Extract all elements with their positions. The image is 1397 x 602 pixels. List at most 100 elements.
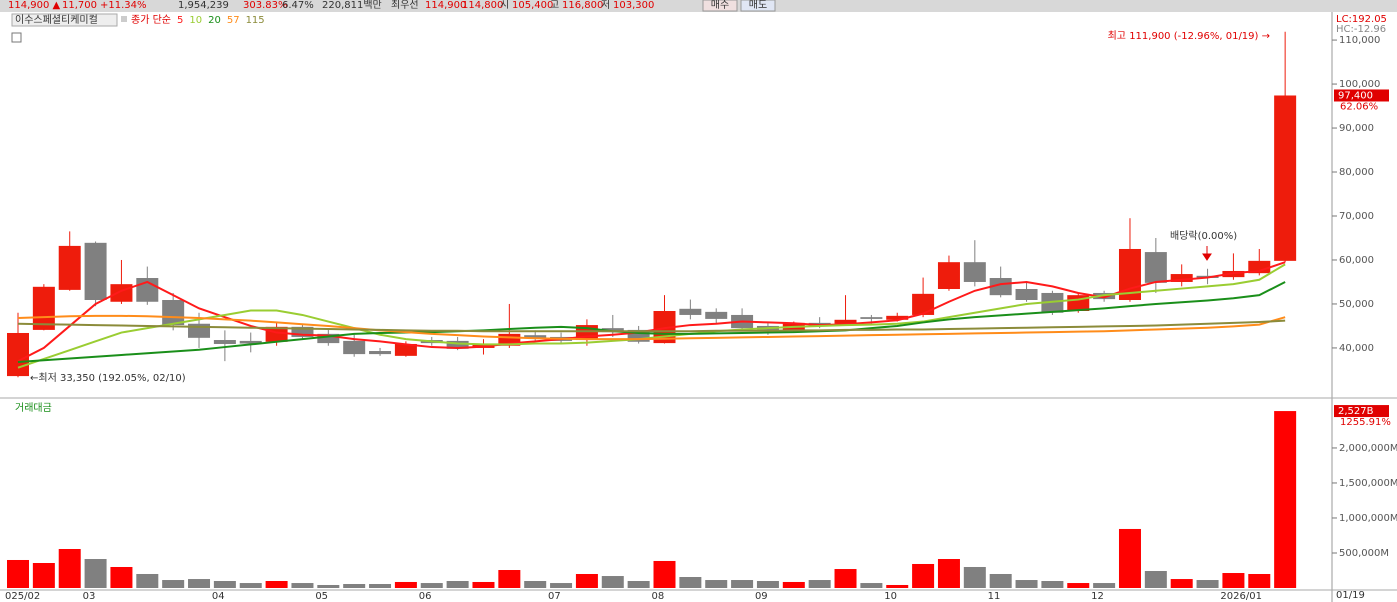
volume-bar — [524, 580, 547, 588]
x-tick-label: 07 — [548, 591, 561, 602]
ma-line — [17, 319, 1286, 333]
volume-bar — [989, 573, 1012, 588]
price: 114,900 ▲ — [8, 0, 61, 11]
volume-bar — [1067, 583, 1090, 588]
candle-body — [213, 340, 236, 344]
candle-body — [446, 340, 469, 349]
volume-bar — [162, 580, 185, 588]
candle-body — [32, 286, 55, 330]
legend-label: 종가 단순 — [131, 14, 171, 26]
dividend-annotation: 배당락(0.00%) — [1170, 230, 1237, 242]
volume-bar — [213, 580, 236, 588]
volume-bar — [886, 584, 909, 588]
change: 11,700 — [62, 0, 97, 11]
volume-bar — [731, 580, 754, 588]
candle-body — [162, 300, 185, 326]
volume-bar — [136, 573, 159, 588]
volume-bar — [291, 583, 314, 588]
volume-bar — [705, 580, 728, 588]
volume-bar — [860, 583, 883, 588]
volume-bar — [394, 581, 417, 588]
x-tick-label: 09 — [755, 591, 768, 602]
hc-label: HC:-12.96 — [1336, 24, 1386, 35]
ma-line — [17, 314, 1286, 341]
ma-line — [17, 263, 1286, 369]
open: 105,400 — [512, 0, 553, 11]
volume-bar — [110, 566, 133, 588]
candle-body — [912, 293, 935, 315]
x-tick-label: 10 — [884, 591, 897, 602]
x-tick-label: 03 — [83, 591, 96, 602]
y-tick-label: 500,000M — [1339, 548, 1389, 559]
volume-bar — [343, 584, 366, 588]
y-tick-label: 2,000,000M — [1339, 443, 1397, 454]
candle-body — [369, 351, 392, 355]
ma-line — [17, 261, 1286, 363]
x-tick-label: 06 — [419, 591, 432, 602]
y-tick-label: 110,000 — [1339, 35, 1380, 46]
volume-bar — [1041, 580, 1064, 588]
sell-button[interactable] — [740, 0, 776, 12]
volume-bar — [239, 583, 262, 588]
volume-bar — [420, 583, 443, 588]
volume-title: 거래대금 — [15, 402, 52, 414]
low-label: 저 — [601, 0, 610, 11]
y-tick-label: 1,500,000M — [1339, 478, 1397, 489]
candle-body — [239, 340, 262, 344]
candle-body — [498, 333, 521, 346]
x-tick-label: 2026/01 — [1220, 591, 1262, 602]
candle-body — [963, 262, 986, 282]
candle-body — [84, 242, 107, 300]
volume-bar — [1093, 583, 1116, 588]
volume-bar — [1144, 570, 1167, 588]
chart-title: 이수스페셜티케미컬 — [15, 13, 98, 26]
volume-bar — [1196, 580, 1219, 588]
header: 114,900 ▲ 11,700 +11.34% 1,954,239 303.8… — [8, 0, 776, 12]
candle-body — [394, 343, 417, 356]
y-tick-label: 70,000 — [1339, 211, 1374, 222]
legend-entry: 5 — [177, 15, 183, 26]
candle-body — [110, 284, 133, 302]
x-tick-label: 04 — [212, 591, 225, 602]
volume-bar — [550, 583, 573, 588]
last-volume: 2,527B — [1338, 406, 1374, 417]
volume-bar — [32, 563, 55, 588]
volume-bar — [317, 584, 340, 588]
menu-icon[interactable] — [11, 32, 22, 43]
volume-bar — [937, 559, 960, 588]
buy-label[interactable]: 매수 — [711, 0, 729, 11]
volume-bar — [1118, 528, 1141, 588]
volume-bar — [1248, 573, 1271, 588]
volume-bar — [498, 570, 521, 588]
candle-body — [834, 319, 857, 324]
change-pct: +11.34% — [100, 0, 147, 11]
candle-body — [524, 335, 547, 338]
candle-body — [989, 278, 1012, 296]
x-tick-label: 12 — [1091, 591, 1104, 602]
volume-bar — [446, 580, 469, 588]
y-tick-label: 90,000 — [1339, 123, 1374, 134]
y-tick-label: 100,000 — [1339, 79, 1380, 90]
candle-body — [886, 315, 909, 320]
y-tick-label: 80,000 — [1339, 167, 1374, 178]
dividend-arrow — [1202, 246, 1212, 261]
candle-body — [1170, 274, 1193, 282]
title-box — [11, 13, 118, 27]
legend-entry: 57 — [227, 15, 240, 26]
open-label: 시 — [500, 0, 509, 11]
low: 103,300 — [613, 0, 654, 11]
buy-button[interactable] — [702, 0, 738, 12]
candle-body — [627, 329, 650, 342]
volume-bar — [7, 559, 29, 588]
top-bar — [0, 0, 1397, 12]
turnover: 6.47% — [282, 0, 314, 11]
amount: 220,811백만 — [322, 0, 382, 11]
volume-bar — [1015, 580, 1038, 588]
high: 116,800 — [562, 0, 603, 11]
high-annotation: 최고 111,900 (-12.96%, 01/19) → — [1108, 30, 1270, 42]
last-volume-pct: 1255.91% — [1340, 417, 1391, 428]
sell-label[interactable]: 매도 — [749, 0, 767, 11]
volume-bar — [84, 559, 107, 588]
candle-body — [705, 311, 728, 319]
volume-bar — [679, 577, 702, 588]
